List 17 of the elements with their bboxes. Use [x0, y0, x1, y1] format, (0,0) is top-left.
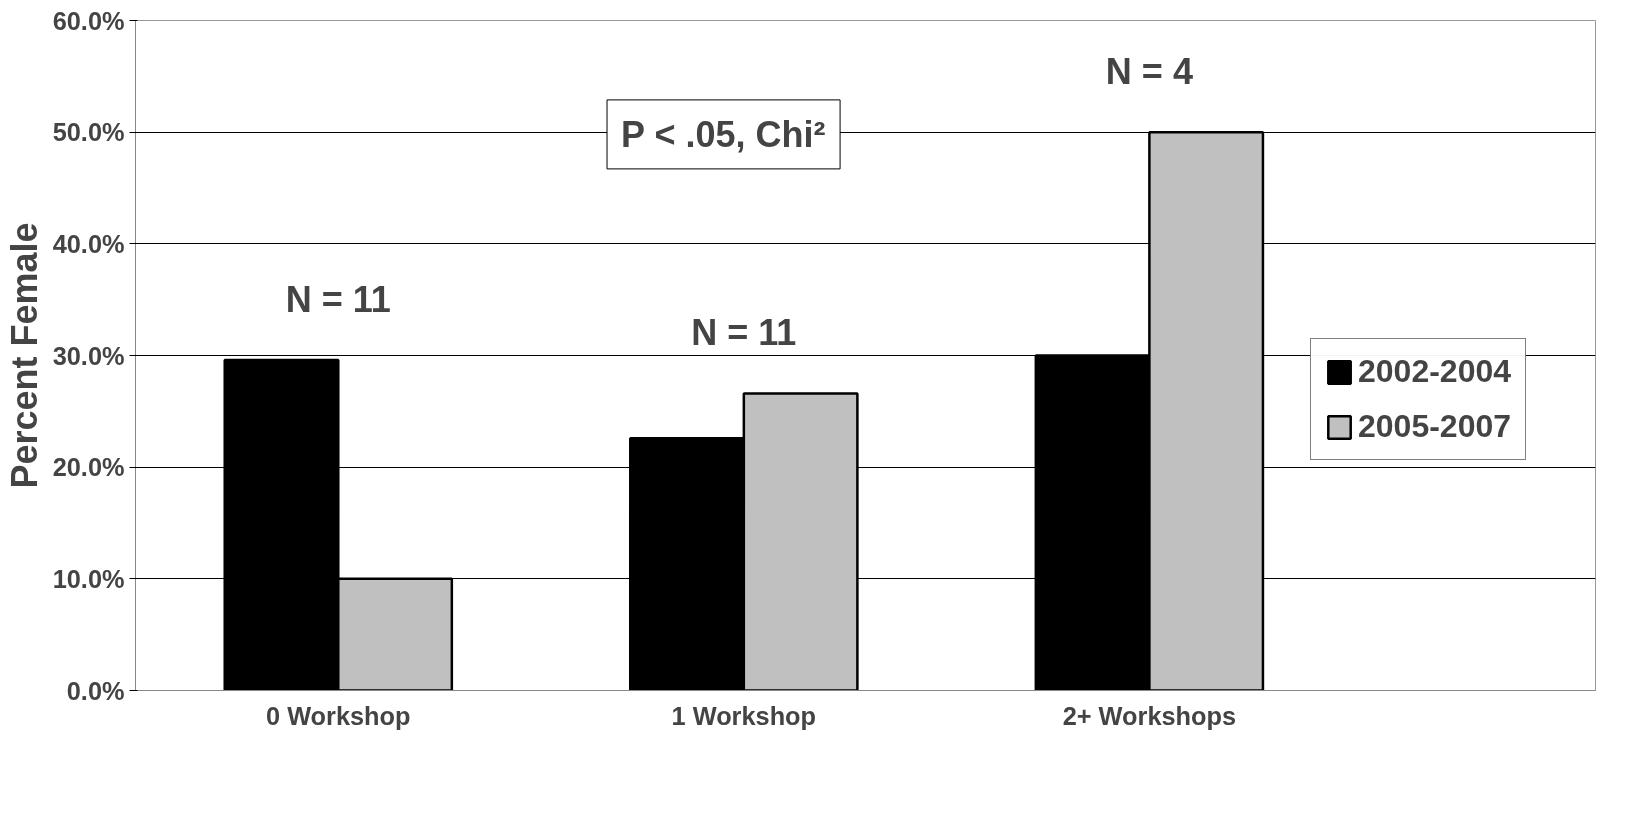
- annotation: N = 11: [691, 312, 797, 354]
- annotation: P < .05, Chi²: [621, 113, 826, 155]
- y-tick-label: 50.0%: [52, 118, 125, 147]
- y-tick-label: 40.0%: [52, 229, 125, 258]
- annotation: N = 11: [285, 278, 391, 320]
- y-tick-label: 20.0%: [52, 453, 125, 482]
- x-tick-label: 2+ Workshops: [1062, 701, 1237, 730]
- legend-label: 2002-2004: [1358, 353, 1512, 390]
- annotation: N = 4: [1105, 50, 1193, 92]
- y-tick-label: 30.0%: [52, 341, 125, 370]
- legend-label: 2005-2007: [1358, 408, 1512, 445]
- y-tick-label: 10.0%: [52, 564, 125, 593]
- y-axis-title: Percent Female: [3, 222, 45, 489]
- y-tick-label: 60.0%: [52, 6, 125, 35]
- x-tick-label: 0 Workshop: [266, 701, 411, 730]
- y-tick-label: 0.0%: [66, 676, 125, 705]
- x-tick-label: 1 Workshop: [671, 701, 817, 730]
